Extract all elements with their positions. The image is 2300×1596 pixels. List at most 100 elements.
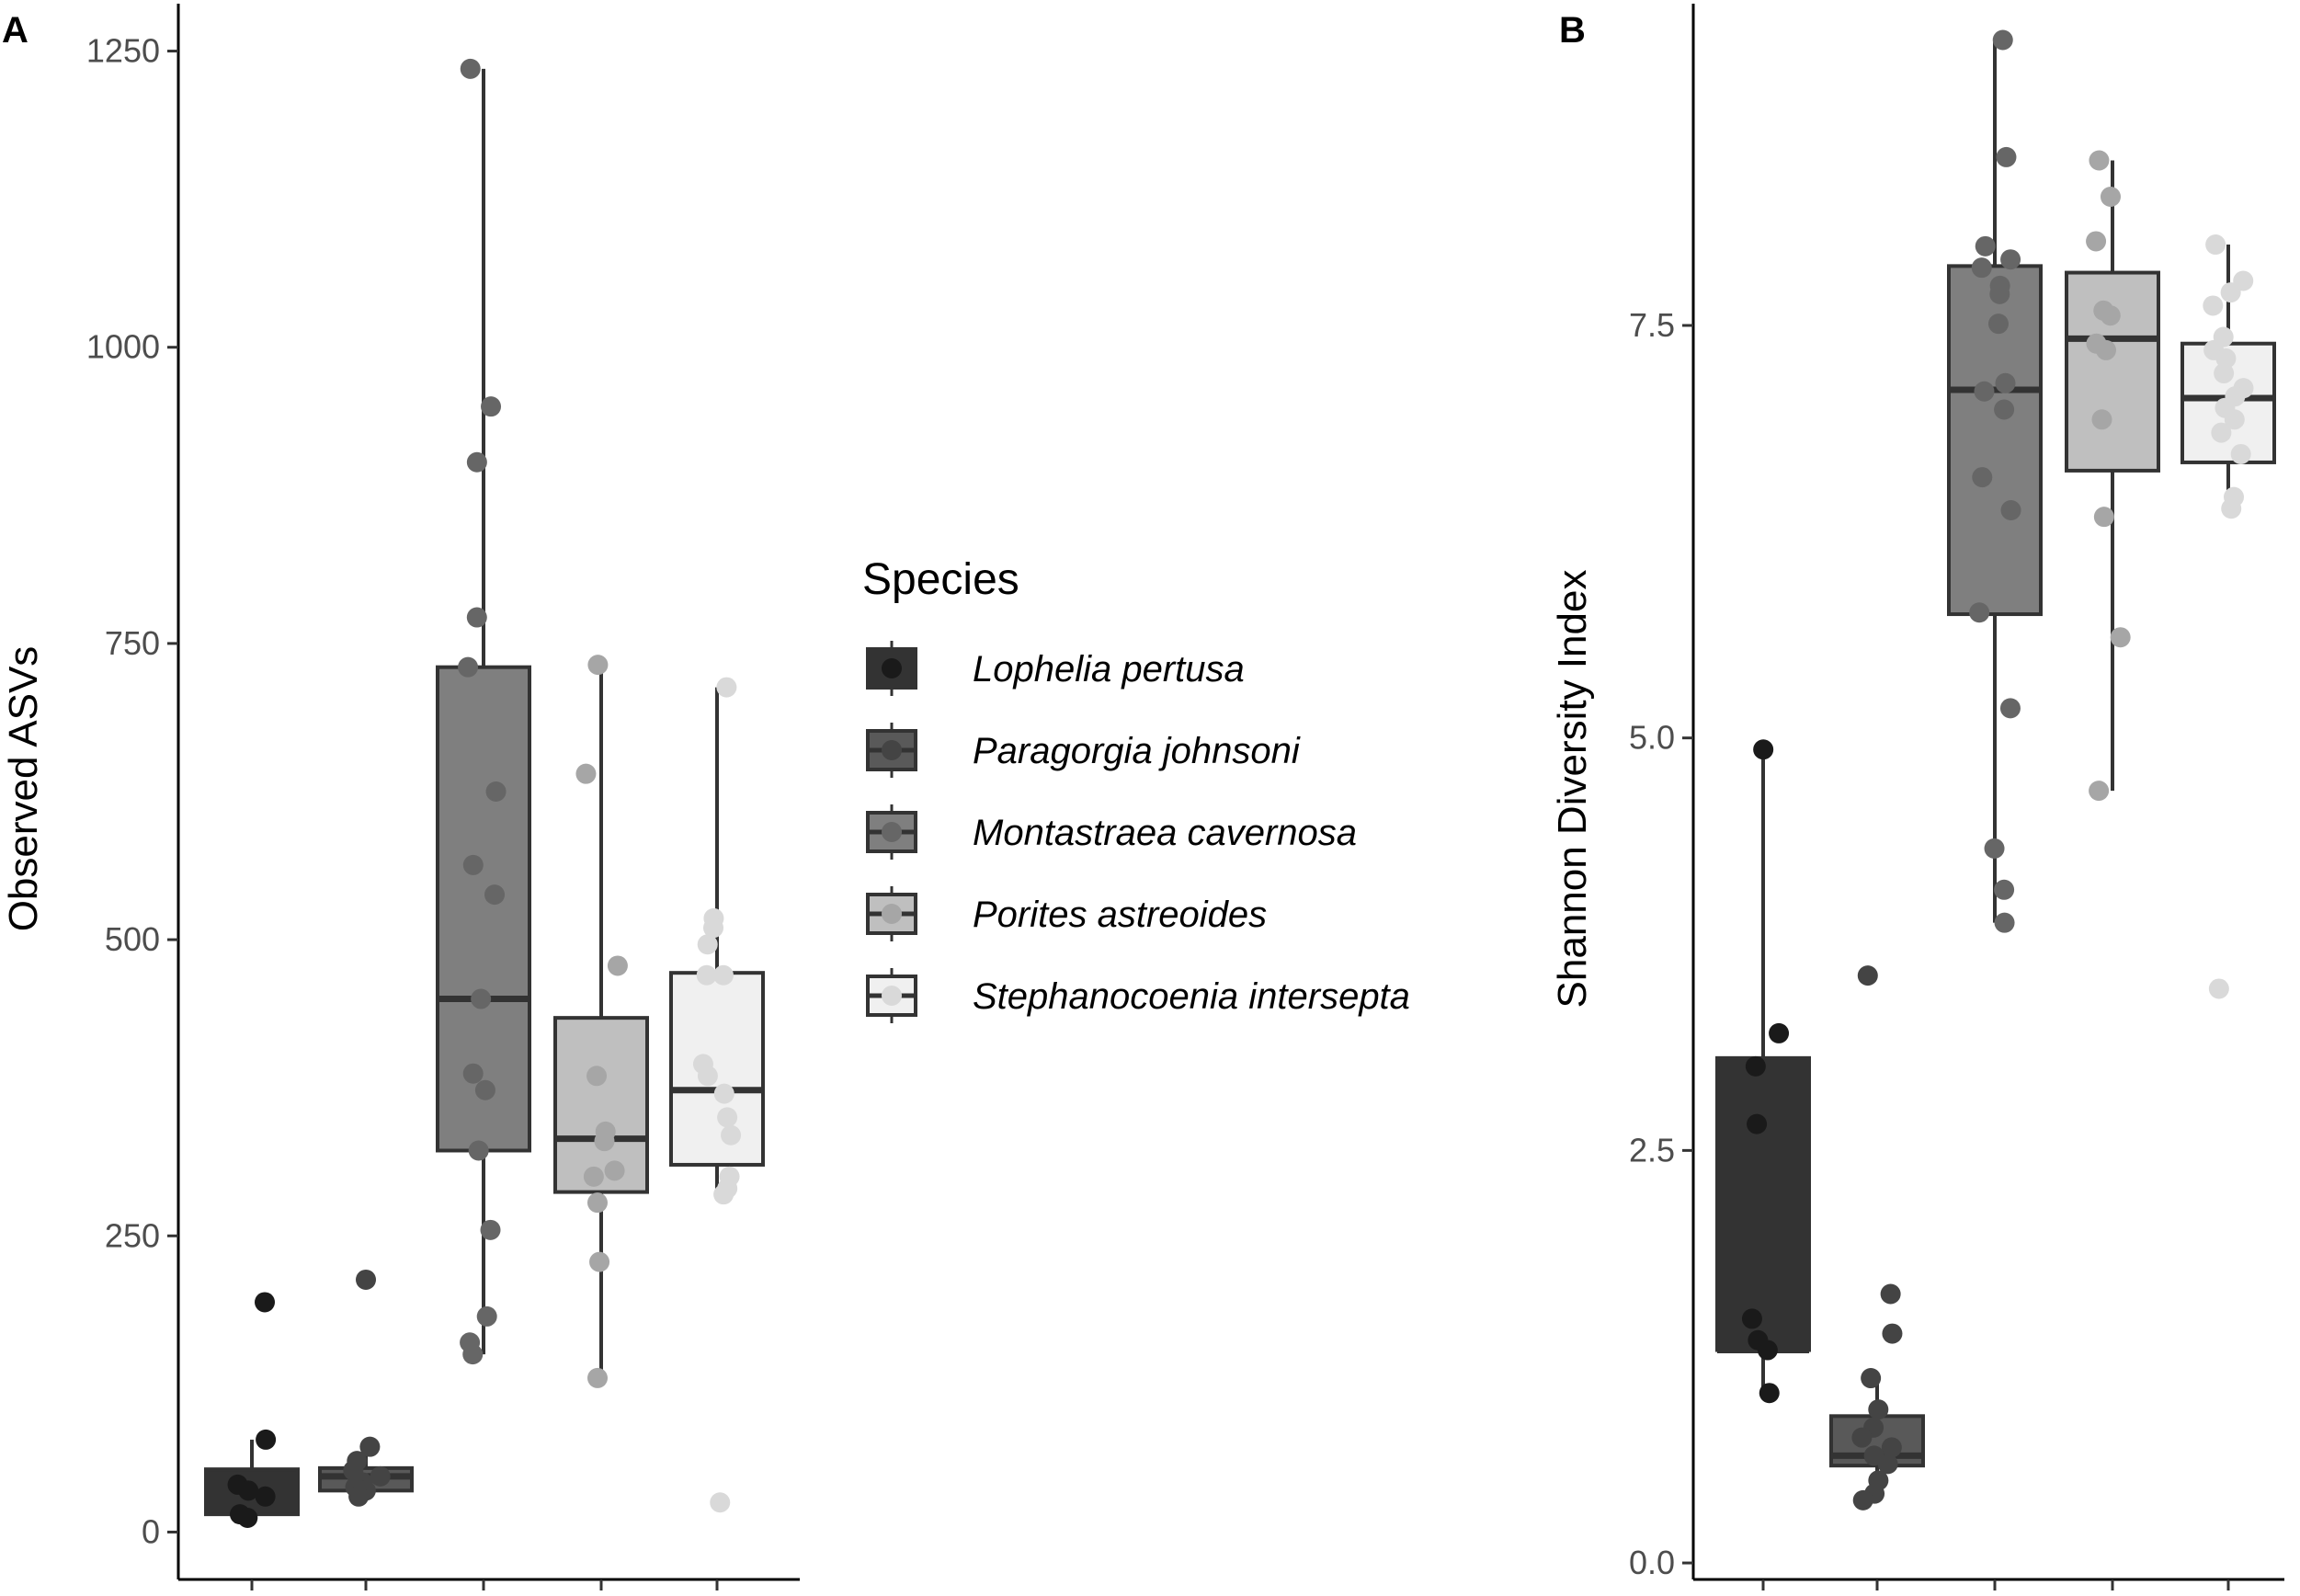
data-point: [1857, 965, 1878, 986]
panel-label-a: A: [2, 10, 28, 51]
panel-a: A Observed ASVs 0 250 500 750 1000 1250: [1, 4, 800, 1590]
data-point: [586, 1367, 608, 1388]
data-point: [2000, 499, 2021, 520]
data-point: [1995, 372, 2016, 393]
data-point: [1969, 602, 1990, 623]
data-point: [2086, 231, 2107, 252]
data-point: [1745, 1055, 1766, 1077]
legend-key-point: [882, 904, 902, 924]
data-point: [1971, 257, 1992, 279]
data-point: [2000, 249, 2021, 270]
data-point: [1757, 1340, 1778, 1361]
data-point: [2100, 186, 2121, 207]
data-point: [575, 763, 597, 784]
data-point: [607, 955, 628, 976]
data-point: [721, 1124, 742, 1146]
data-point: [2215, 348, 2237, 369]
data-point: [359, 1436, 381, 1457]
data-point: [586, 1192, 608, 1214]
data-point: [458, 656, 479, 678]
legend-key-point: [882, 822, 902, 842]
data-point: [710, 1492, 731, 1513]
legend-label: Stephanocoenia intersepta: [973, 976, 1410, 1017]
data-point: [1759, 1383, 1780, 1404]
data-point: [1999, 698, 2021, 719]
y-tick-label: 500: [105, 920, 160, 958]
data-point: [474, 1079, 495, 1100]
y-tick-label: 1250: [86, 32, 160, 70]
data-point: [1994, 879, 2015, 900]
data-point: [468, 1140, 489, 1161]
data-point: [1987, 314, 2009, 335]
legend: Species Lophelia pertusa Paragorgia johns…: [862, 555, 1410, 1023]
data-point: [1881, 1437, 1902, 1458]
data-point: [1851, 1427, 1873, 1448]
data-point: [1975, 235, 1996, 256]
legend-label: Porites astreoides: [973, 895, 1267, 935]
y-tick-label: 250: [105, 1216, 160, 1254]
data-point: [713, 1184, 734, 1205]
legend-key-point: [882, 986, 902, 1006]
y-tick-label: 5.0: [1629, 719, 1675, 757]
data-point: [356, 1269, 377, 1290]
data-point: [2110, 627, 2131, 648]
data-point: [1992, 29, 2013, 51]
data-point: [587, 655, 609, 676]
y-tick-label: 750: [105, 624, 160, 662]
data-point: [604, 1160, 625, 1181]
data-point: [583, 1166, 604, 1187]
data-point: [2096, 339, 2117, 360]
data-point: [466, 451, 487, 473]
box-0: [1715, 1055, 1811, 1352]
data-point: [2091, 409, 2112, 430]
data-point: [2093, 507, 2114, 528]
data-point: [716, 677, 737, 698]
data-point: [348, 1486, 370, 1507]
data-point: [703, 918, 724, 939]
data-point: [255, 1486, 276, 1507]
y-tick-label: 0: [142, 1512, 160, 1550]
data-point: [255, 1292, 276, 1313]
data-point: [481, 396, 502, 417]
data-point: [238, 1480, 259, 1501]
data-point: [2100, 305, 2121, 326]
data-point: [256, 1429, 277, 1450]
data-point: [2089, 150, 2110, 171]
data-point: [480, 1219, 501, 1240]
data-point: [466, 607, 487, 628]
data-point: [1994, 399, 2015, 420]
legend-title: Species: [862, 555, 1019, 604]
data-point: [2224, 409, 2245, 430]
data-point: [1852, 1489, 1873, 1510]
data-point: [237, 1507, 258, 1528]
data-point: [594, 1131, 615, 1152]
y-tick-label: 2.5: [1629, 1131, 1675, 1168]
legend-label: Lophelia pertusa: [973, 649, 1245, 690]
data-point: [1880, 1283, 1901, 1305]
y-tick-label: 0.0: [1629, 1544, 1675, 1581]
panel-b: B Shannon Diversity Index 0.0 2.5 5.0 7.5: [1550, 4, 2284, 1590]
box-2: [436, 665, 531, 1153]
data-point: [1974, 381, 1995, 402]
data-point: [476, 1305, 497, 1327]
data-point: [2214, 363, 2235, 384]
data-point: [717, 1107, 738, 1128]
data-point: [1984, 838, 2005, 859]
data-point: [1753, 739, 1774, 760]
box-3: [553, 1016, 649, 1194]
data-point: [462, 1344, 484, 1365]
data-point: [1989, 283, 2010, 304]
data-point: [462, 854, 484, 875]
data-point: [586, 1066, 608, 1087]
data-point: [2220, 282, 2241, 303]
legend-key-point: [882, 740, 902, 760]
data-point: [1882, 1323, 1903, 1344]
data-point: [2221, 498, 2242, 519]
data-point: [712, 964, 734, 986]
data-point: [1747, 1113, 1768, 1134]
data-point: [696, 964, 717, 986]
data-point: [1868, 1399, 1889, 1420]
data-point: [2230, 443, 2251, 464]
data-point: [471, 988, 492, 1009]
